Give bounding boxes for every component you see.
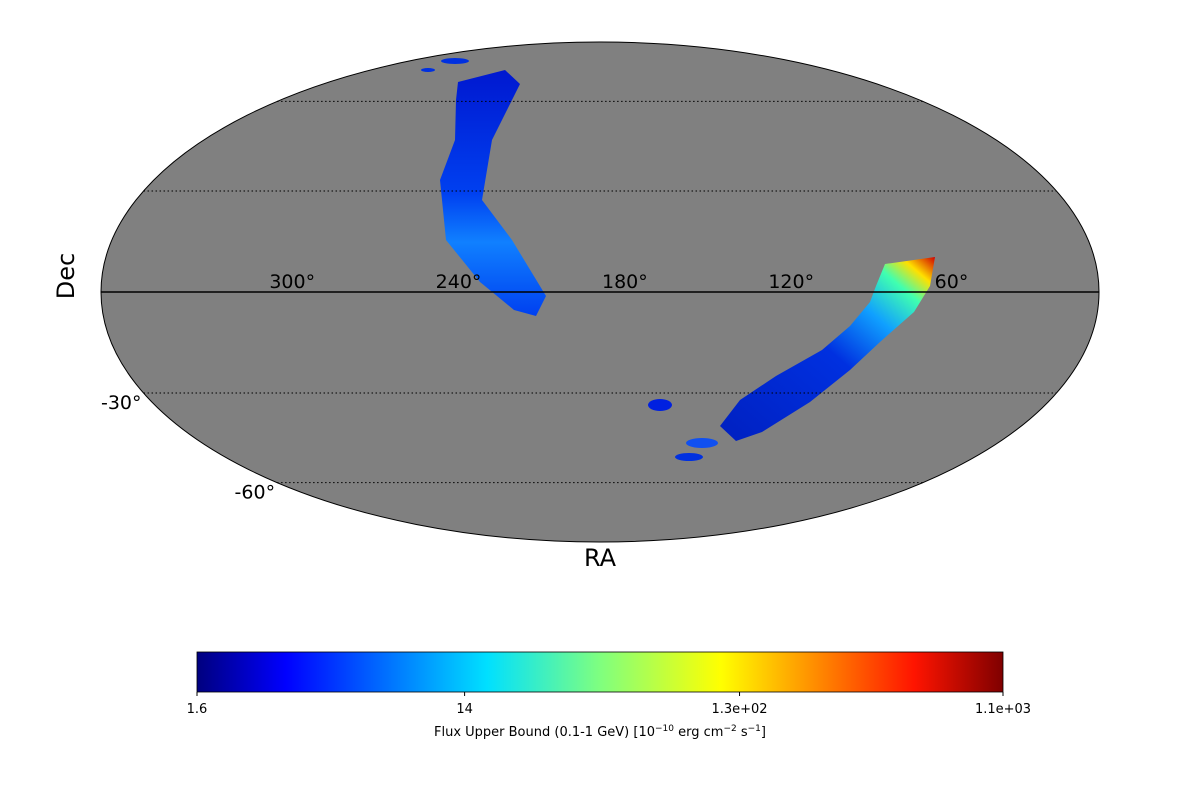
colorbar-label-part: ] (761, 725, 766, 740)
coverage-region (648, 399, 672, 411)
colorbar-label-part: erg cm (674, 725, 723, 740)
coverage-region (440, 70, 546, 316)
x-tick-label: 300° (269, 271, 315, 293)
y-axis-label: Dec (52, 253, 80, 299)
coverage-region (421, 68, 435, 72)
colorbar-label: Flux Upper Bound (0.1-1 GeV) [10−10 erg … (434, 724, 766, 740)
coverage-region (675, 453, 703, 461)
x-tick-label: 240° (436, 271, 482, 293)
colorbar-label-part: −1 (748, 724, 761, 734)
x-tick-label: 180° (602, 271, 648, 293)
x-axis-label: RA (584, 544, 617, 572)
coverage-region (441, 58, 469, 64)
colorbar-tick-label: 14 (456, 702, 473, 717)
coverage-region (720, 257, 935, 441)
sky-border (100, 41, 1100, 543)
y-tick-label: -60° (235, 482, 276, 504)
coverage-region (686, 438, 718, 448)
colorbar-label-part: s (737, 725, 748, 740)
x-tick-label: 120° (768, 271, 814, 293)
sky-map (421, 58, 935, 461)
colorbar-label-part: −2 (723, 724, 736, 734)
colorbar-tick-label: 1.6 (187, 702, 208, 717)
x-tick-label: 60° (935, 271, 969, 293)
colorbar-label-part: Flux Upper Bound (0.1-1 GeV) [10 (434, 725, 655, 740)
y-tick-label: -30° (101, 392, 142, 414)
colorbar-label-part: −10 (655, 724, 674, 734)
colorbar-tick-label: 1.1e+03 (975, 702, 1031, 717)
colorbar-tick-label: 1.3e+02 (711, 702, 767, 717)
colorbar (196, 651, 1004, 693)
